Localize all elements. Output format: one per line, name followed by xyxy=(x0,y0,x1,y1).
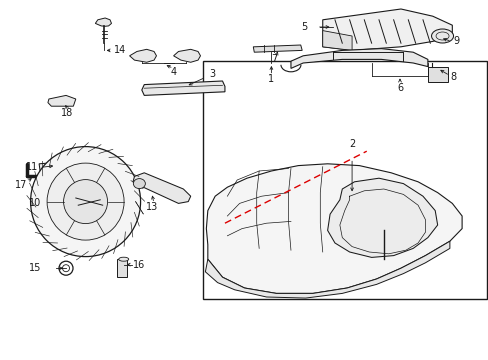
Polygon shape xyxy=(129,49,156,62)
Text: 8: 8 xyxy=(450,72,456,82)
Ellipse shape xyxy=(133,179,145,189)
Text: 5: 5 xyxy=(301,22,306,32)
Polygon shape xyxy=(322,9,451,50)
Text: 18: 18 xyxy=(61,108,74,118)
Ellipse shape xyxy=(431,29,452,43)
Polygon shape xyxy=(253,45,302,52)
Text: 12: 12 xyxy=(84,170,97,180)
Text: 7: 7 xyxy=(270,54,276,64)
Polygon shape xyxy=(205,241,449,298)
Polygon shape xyxy=(133,173,190,203)
Bar xyxy=(117,259,127,277)
Text: 16: 16 xyxy=(133,260,145,270)
Bar xyxy=(427,67,447,82)
Text: 1: 1 xyxy=(268,74,274,84)
Ellipse shape xyxy=(119,257,128,261)
Circle shape xyxy=(63,180,107,224)
Polygon shape xyxy=(322,31,351,50)
Text: 6: 6 xyxy=(396,83,402,93)
Bar xyxy=(203,61,486,299)
Polygon shape xyxy=(173,49,200,62)
Text: 2: 2 xyxy=(348,139,354,149)
Text: 17: 17 xyxy=(15,180,28,190)
Circle shape xyxy=(47,163,124,240)
Text: 9: 9 xyxy=(452,36,458,46)
Text: 14: 14 xyxy=(113,45,126,55)
Polygon shape xyxy=(290,49,427,68)
Polygon shape xyxy=(48,95,76,106)
Text: 4: 4 xyxy=(170,67,176,77)
Text: 11: 11 xyxy=(25,162,38,172)
Polygon shape xyxy=(95,18,111,26)
Text: 13: 13 xyxy=(145,202,158,212)
Polygon shape xyxy=(327,178,437,257)
Circle shape xyxy=(31,147,140,257)
Polygon shape xyxy=(206,164,461,293)
Text: 10: 10 xyxy=(29,198,41,208)
Text: 15: 15 xyxy=(29,263,41,273)
Bar xyxy=(100,187,115,197)
Polygon shape xyxy=(39,160,87,171)
Text: 3: 3 xyxy=(209,69,215,79)
Polygon shape xyxy=(142,81,224,95)
